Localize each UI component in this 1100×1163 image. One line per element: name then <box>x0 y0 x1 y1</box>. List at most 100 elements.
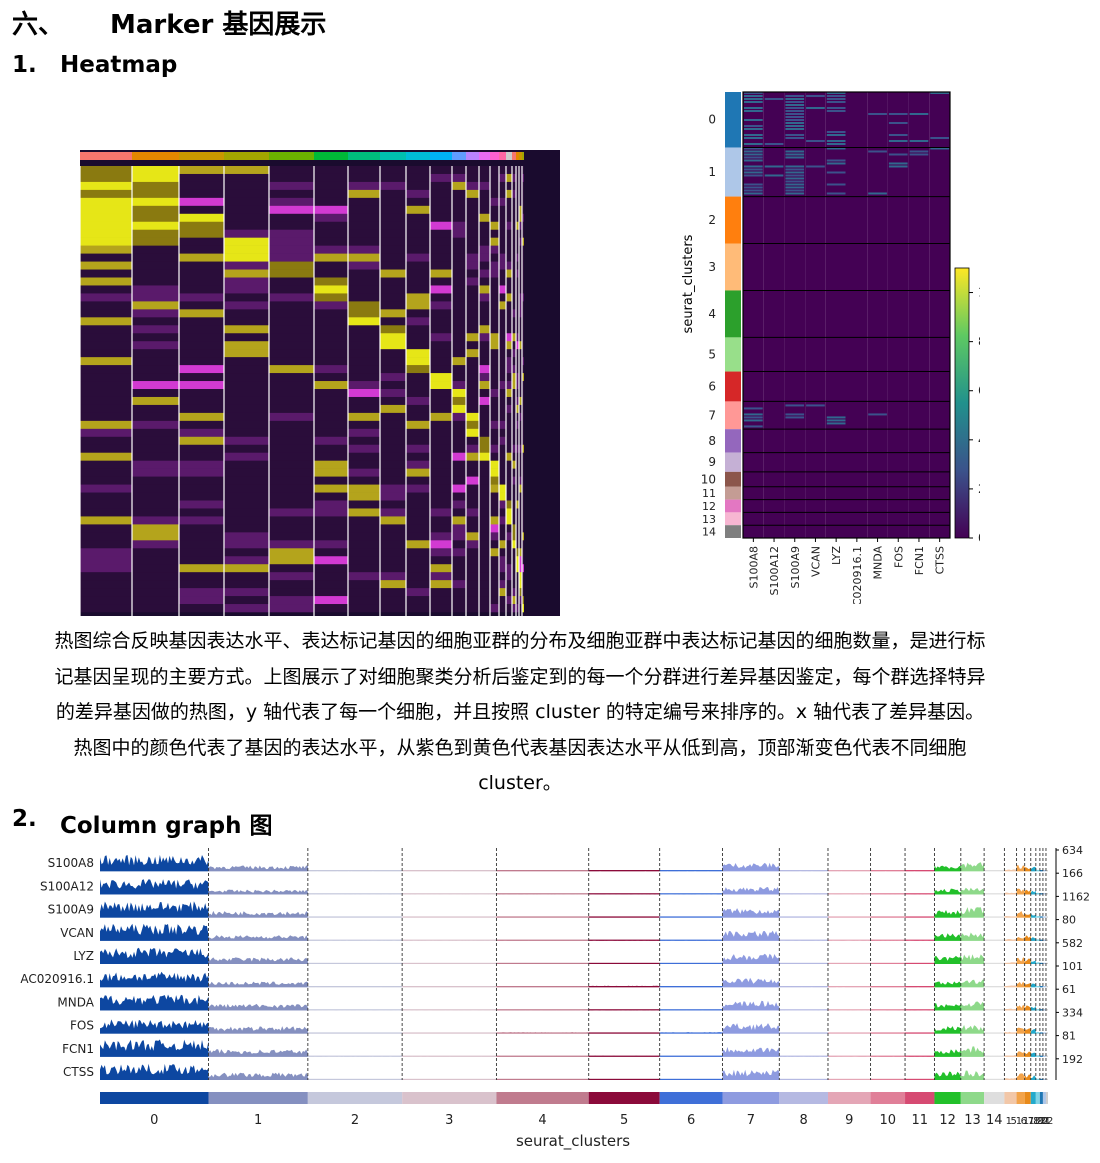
expression-bar <box>100 923 209 941</box>
heatmap-cell <box>380 389 406 398</box>
heatmap-cell <box>380 580 406 589</box>
heatmap-cell <box>314 373 348 382</box>
heatmap-cell <box>516 229 519 238</box>
heatmap-cell <box>132 269 179 278</box>
heatmap-cell <box>224 524 269 533</box>
heatmap-cell <box>519 245 522 254</box>
heatmap-cell <box>80 365 132 374</box>
heatmap-cell <box>406 333 430 342</box>
heatmap-cell <box>132 476 179 485</box>
heatmap-cell <box>348 293 380 302</box>
heatmap-cell <box>314 476 348 485</box>
heatmap-cell <box>506 325 512 334</box>
heatmap-right-cell <box>887 525 909 538</box>
heatmap-cell <box>179 412 224 422</box>
baseline <box>496 986 589 988</box>
heatmap-cell <box>380 277 406 286</box>
heatmap-cell <box>506 317 512 326</box>
heatmap-cell <box>479 532 490 541</box>
cluster-strip-swatch <box>725 196 741 244</box>
heatmap-cell <box>499 556 506 565</box>
expression-bar <box>1016 888 1025 895</box>
y-axis-label: seurat_clusters <box>681 234 696 333</box>
heatmap-cell <box>490 349 499 358</box>
heatmap-cell <box>516 325 519 334</box>
heatmap-right-stripe <box>785 171 805 174</box>
heatmap-cell <box>479 596 490 605</box>
heatmap-cell <box>348 436 380 446</box>
heatmap-cell <box>499 484 506 493</box>
cluster-label: 7 <box>708 408 716 422</box>
baseline <box>905 1009 935 1011</box>
heatmap-cell <box>490 285 499 294</box>
heatmap-cell <box>348 333 380 342</box>
heatmap-cell <box>314 309 348 318</box>
cluster-label: 8 <box>708 434 716 448</box>
heatmap-cell <box>479 548 490 557</box>
heatmap-cell <box>519 269 522 278</box>
heatmap-right-frame <box>742 91 951 539</box>
heatmap-right-stripe <box>826 110 846 112</box>
heatmap-cell <box>452 253 466 262</box>
heatmap-cell <box>479 484 490 493</box>
heatmap-cell <box>314 548 348 557</box>
heatmap-cell <box>406 516 430 525</box>
expression-bar <box>1045 939 1048 941</box>
heatmap-cell <box>80 229 132 238</box>
expression-bar <box>934 1049 961 1057</box>
heatmap-cell <box>512 365 516 374</box>
expression-bar <box>984 893 1005 895</box>
heatmap-cell <box>452 213 466 223</box>
heatmap-right-cell <box>887 196 909 244</box>
heatmap-cell <box>132 492 179 501</box>
heatmap-cell <box>406 524 430 533</box>
baseline <box>827 939 871 941</box>
heatmap-cell <box>224 253 269 262</box>
heatmap-cell <box>179 237 224 246</box>
heatmap-cell <box>522 301 524 310</box>
baseline <box>588 916 660 918</box>
heatmap-right-cell <box>763 512 785 526</box>
heatmap-cells <box>80 166 524 613</box>
heatmap-cell <box>348 444 380 454</box>
heatmap-cell <box>430 420 452 430</box>
expression-bar <box>1024 913 1031 918</box>
expression-bar <box>1024 889 1031 895</box>
heatmap-cell <box>430 373 452 382</box>
expression-bar <box>659 1009 723 1011</box>
cluster-color-swatch <box>779 1092 828 1104</box>
heatmap-cell <box>452 412 466 422</box>
heatmap-right-cell <box>929 196 950 244</box>
heatmap-cell <box>479 436 490 446</box>
heatmap-cell <box>80 261 132 270</box>
heatmap-cell <box>466 381 479 390</box>
heatmap-right-cell <box>784 196 806 244</box>
heatmap-right-stripe <box>930 137 949 139</box>
heatmap-cell <box>452 317 466 326</box>
cluster-color-swatch <box>960 1092 985 1104</box>
cluster-tick-label: 13 <box>964 1113 981 1128</box>
heatmap-cell <box>224 205 269 215</box>
expression-bar <box>1030 983 1036 988</box>
heatmap-cell <box>490 245 499 254</box>
heatmap-cell <box>132 317 179 326</box>
cluster-tick-label: 1 <box>254 1113 262 1128</box>
expression-bar <box>1035 1055 1040 1057</box>
baseline <box>827 916 871 918</box>
heatmap-cell <box>506 548 512 557</box>
heatmap-cell <box>479 269 490 278</box>
heatmap-cell <box>348 420 380 430</box>
heatmap-cell <box>512 205 516 215</box>
heatmap-right-cell <box>763 147 785 197</box>
heatmap-cell <box>519 253 522 262</box>
heatmap-cell <box>380 213 406 223</box>
heatmap-cell <box>512 396 516 406</box>
heatmap-right-stripe <box>888 165 908 168</box>
heatmap-cell <box>430 245 452 254</box>
heatmap-cell <box>269 484 314 493</box>
heatmap-right-cell <box>887 243 909 291</box>
heatmap-cell <box>132 381 179 390</box>
heatmap-cell <box>519 460 522 469</box>
expression-bar <box>934 1003 961 1011</box>
expression-bar <box>208 1026 308 1034</box>
